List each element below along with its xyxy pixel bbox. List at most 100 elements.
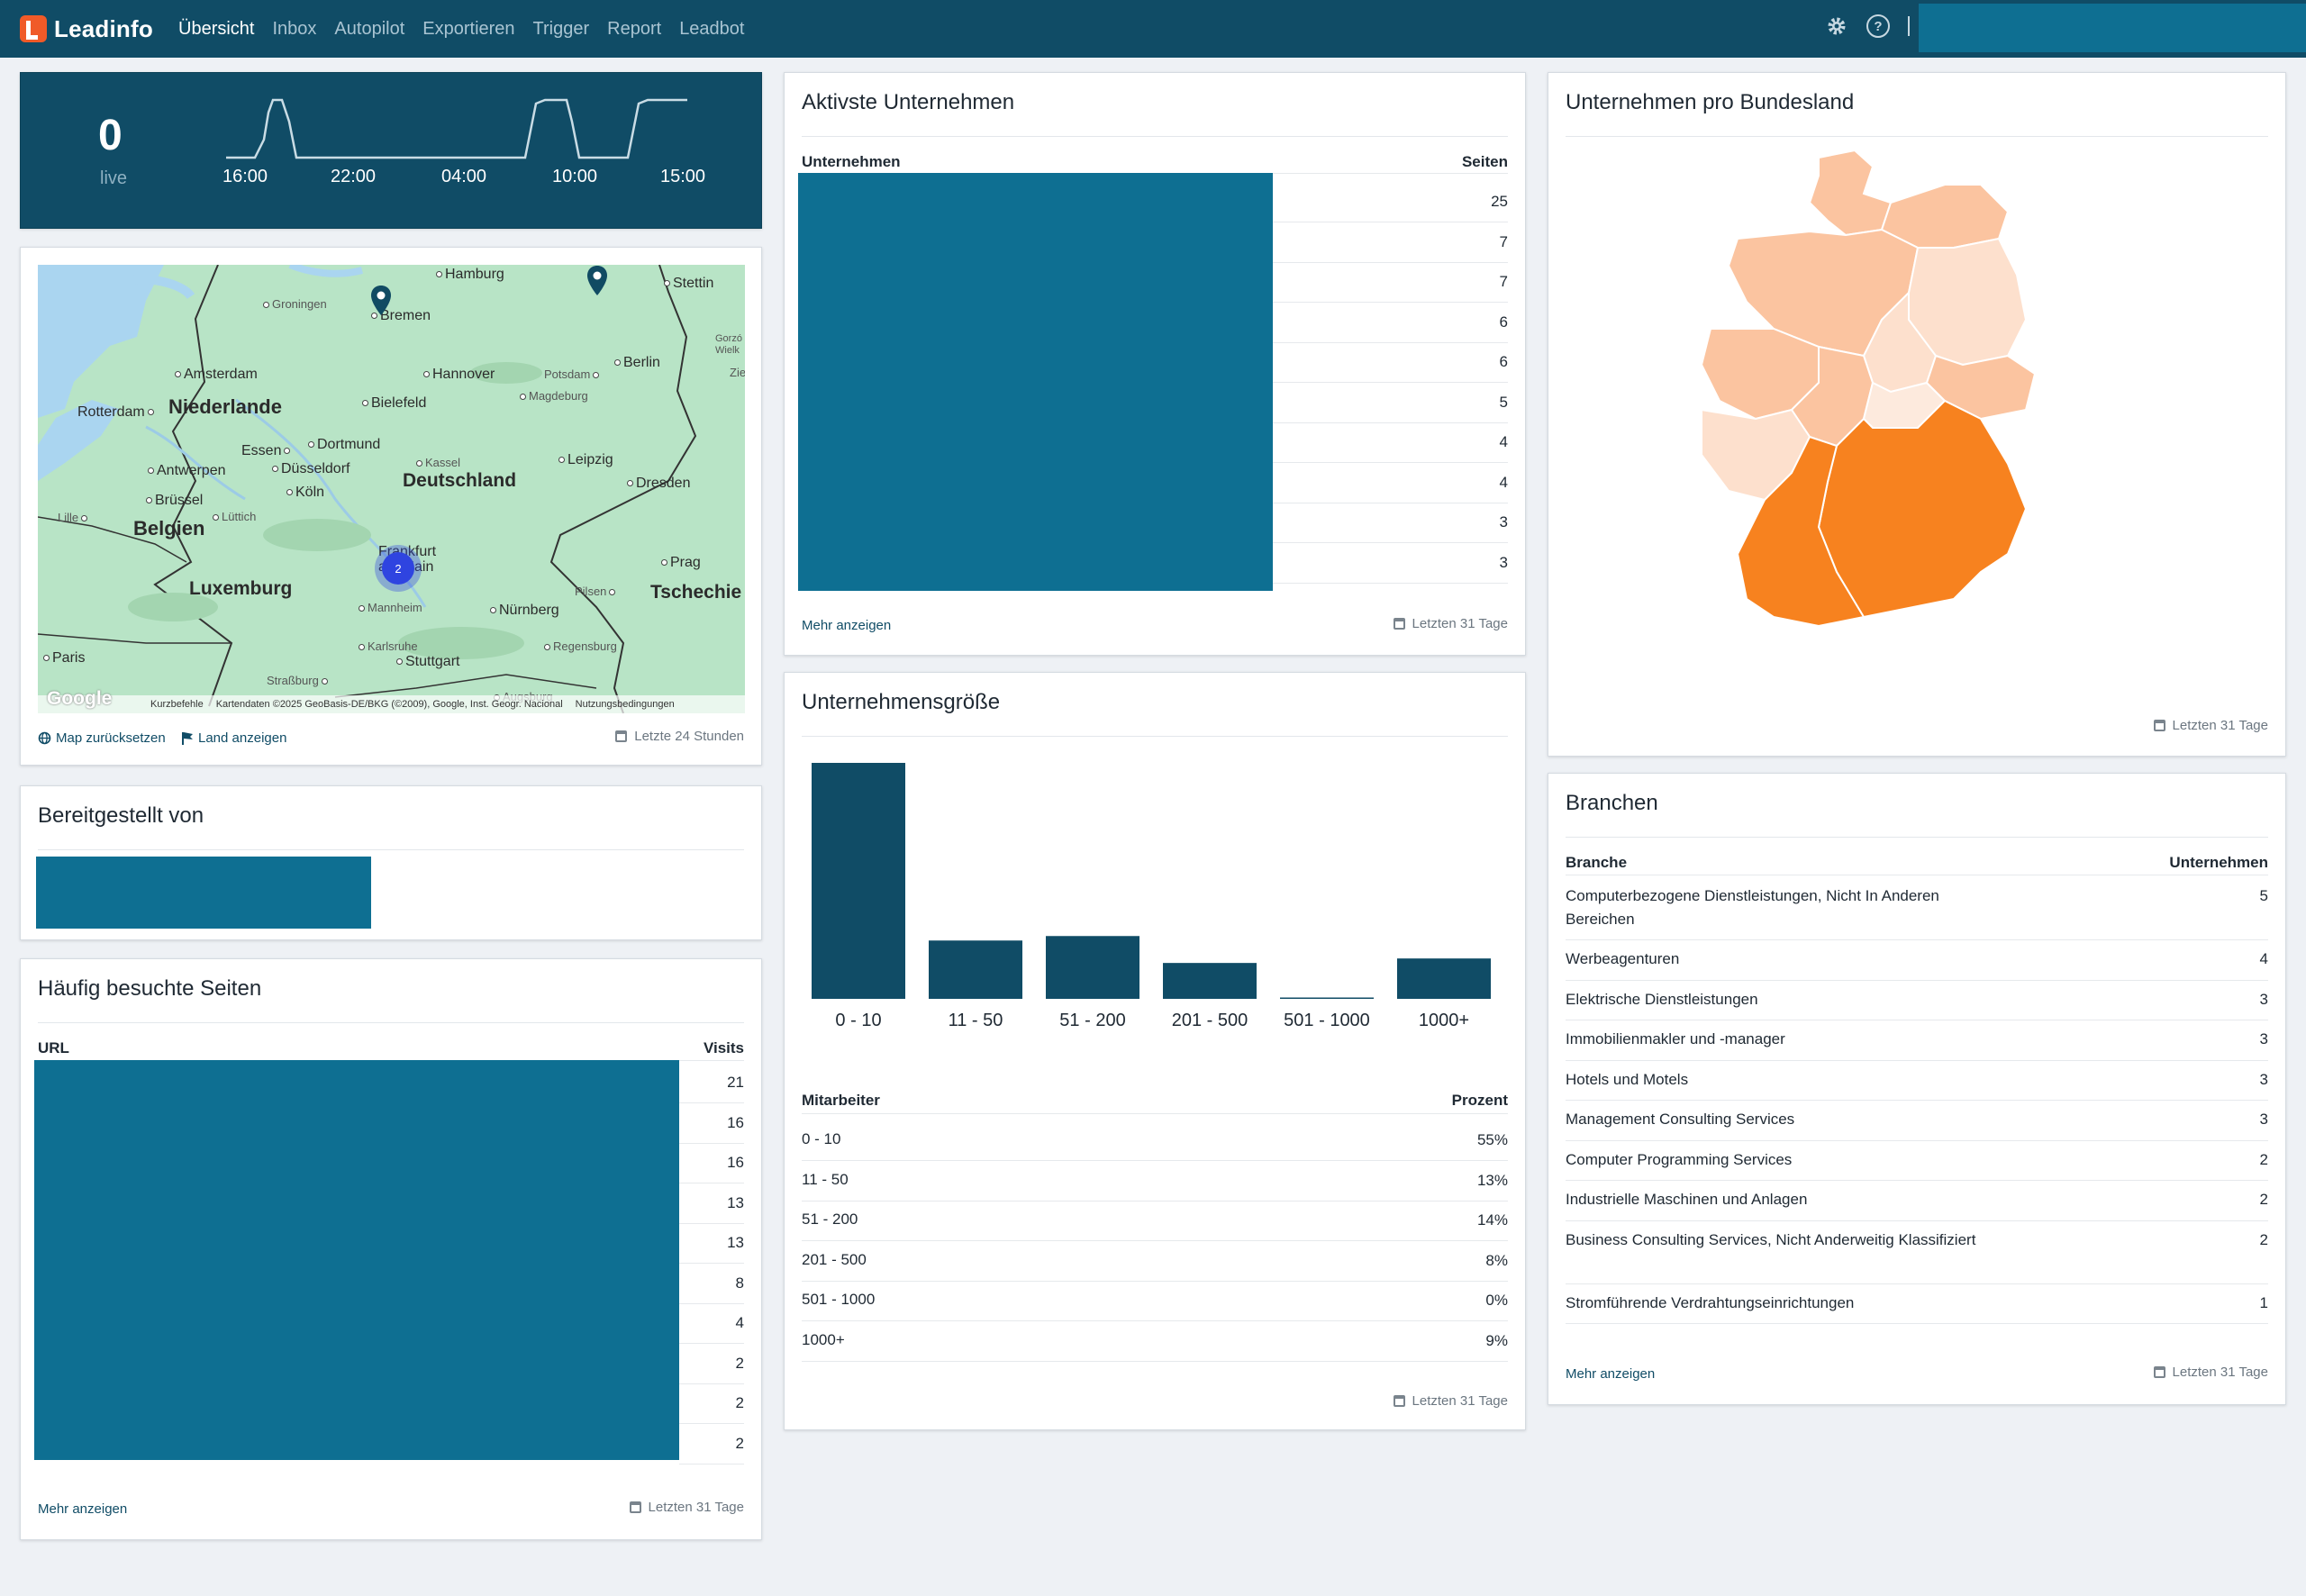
map-reset-button[interactable]: Map zurücksetzen <box>38 730 166 746</box>
location-pin-icon[interactable] <box>369 285 393 317</box>
map-label: Stettin <box>664 276 713 292</box>
pages-title: Häufig besuchte Seiten <box>38 976 262 1001</box>
provider-bar <box>36 857 371 929</box>
account-bar[interactable] <box>1919 4 2306 52</box>
map-data-credit: Kartendaten ©2025 GeoBasis-DE/BKG (©2009… <box>215 699 563 710</box>
size-bar-2[interactable] <box>1046 936 1139 999</box>
map-label: Dresden <box>627 476 690 492</box>
map-label: Groningen <box>263 297 327 311</box>
visited-pages-card: Häufig besuchte Seiten URL Visits 21 16 16… <box>20 958 762 1540</box>
map-label: Amsterdam <box>175 367 258 383</box>
page-visits-value: 16 <box>727 1113 744 1131</box>
live-visitors-card: 0 live 16:00 22:00 04:00 10:00 15:00 <box>20 72 762 229</box>
table-row-divider <box>802 1160 1508 1161</box>
size-col-percent: Prozent <box>1451 1092 1508 1109</box>
calendar-icon <box>629 1501 641 1513</box>
table-row-divider <box>679 1423 744 1424</box>
industry-name: Industrielle Maschinen und Anlagen <box>1566 1191 1808 1208</box>
size-bar-4[interactable] <box>1280 997 1374 1000</box>
companies-more-link[interactable]: Mehr anzeigen <box>802 618 892 633</box>
map-terms-link[interactable]: Nutzungsbedingungen <box>575 699 675 710</box>
table-row-divider <box>679 1222 744 1224</box>
map-label: Magdeburg <box>520 389 588 403</box>
table-row-divider <box>679 1102 744 1103</box>
state-schleswig-holstein <box>1808 149 1893 237</box>
size-bar-5[interactable] <box>1397 958 1491 999</box>
divider <box>1566 136 2268 137</box>
nav-report[interactable]: Report <box>607 18 662 39</box>
size-row-percent: 9% <box>1485 1331 1508 1349</box>
table-row-divider <box>1566 1283 2268 1284</box>
gear-icon[interactable] <box>1825 14 1848 38</box>
visitor-map[interactable]: Hamburg Stettin Groningen Bremen Gorzó W… <box>38 265 745 713</box>
nav-autopilot[interactable]: Autopilot <box>334 18 405 39</box>
size-row-percent: 14% <box>1476 1211 1508 1229</box>
industry-count: 3 <box>2259 990 2268 1008</box>
size-row-percent: 55% <box>1476 1131 1508 1148</box>
page-visits-value: 2 <box>735 1434 744 1452</box>
divider <box>38 1022 744 1023</box>
location-pin-icon[interactable] <box>586 265 609 297</box>
table-row-divider <box>1273 341 1508 343</box>
divider <box>802 136 1508 137</box>
nav-uebersicht[interactable]: Übersicht <box>178 18 255 39</box>
table-row-divider <box>802 1320 1508 1321</box>
table-row-divider <box>679 1343 744 1344</box>
nav-leadbot[interactable]: Leadbot <box>679 18 745 39</box>
size-bar-0[interactable] <box>812 763 905 999</box>
nav-trigger[interactable]: Trigger <box>532 18 590 39</box>
divider <box>1566 837 2268 838</box>
company-pages-value: 5 <box>1499 393 1508 411</box>
size-row-label: 201 - 500 <box>802 1250 867 1268</box>
top-navbar: Leadinfo Übersicht Inbox Autopilot Expor… <box>0 0 2306 58</box>
map-label-country: Deutschland <box>403 470 517 491</box>
leadinfo-logo[interactable]: Leadinfo <box>20 13 153 45</box>
industry-name: Stromführende Verdrahtungseinrichtungen <box>1566 1293 1855 1311</box>
page-visits-value: 2 <box>735 1394 744 1411</box>
map-cluster-marker[interactable]: 2 <box>382 552 414 585</box>
calendar-icon <box>2153 720 2165 731</box>
pages-more-link[interactable]: Mehr anzeigen <box>38 1501 128 1517</box>
map-label: Potsdam <box>544 367 602 381</box>
map-shortcuts-link[interactable]: Kurzbefehle <box>150 699 204 710</box>
help-icon[interactable]: ? <box>1866 14 1890 38</box>
calendar-icon <box>1393 618 1405 630</box>
size-bar-3[interactable] <box>1163 963 1257 999</box>
industries-col-branch: Branche <box>1566 854 1628 871</box>
map-attribution: Kurzbefehle Kartendaten ©2025 GeoBasis-D… <box>38 695 745 713</box>
map-label: Gorzó Wielk <box>715 333 742 356</box>
top-icons: ? <box>1825 14 1920 38</box>
size-row-label: 0 - 10 <box>802 1130 841 1147</box>
show-country-button[interactable]: Land anzeigen <box>181 730 286 746</box>
size-tick-label: 11 - 50 <box>949 1011 1003 1030</box>
size-tick-label: 1000+ <box>1419 1011 1469 1030</box>
map-label: Düsseldorf <box>272 461 350 477</box>
map-label: Regensburg <box>544 639 617 653</box>
germany-state-map[interactable] <box>1684 149 2134 707</box>
google-logo: Google <box>47 688 113 709</box>
nav-inbox[interactable]: Inbox <box>272 18 317 39</box>
calendar-icon <box>1393 1395 1405 1407</box>
industry-count: 2 <box>2259 1230 2268 1248</box>
companies-period: Letzten 31 Tage <box>1393 616 1508 631</box>
table-row-divider <box>1273 582 1508 584</box>
nav-exportieren[interactable]: Exportieren <box>422 18 515 39</box>
map-label: Leipzig <box>558 452 613 468</box>
state-baden-wuerttemberg <box>1736 435 1866 628</box>
live-tick: 16:00 <box>222 167 268 186</box>
bundesland-period: Letzten 31 Tage <box>2153 718 2268 733</box>
map-label: Prag <box>661 555 701 571</box>
company-pages-value: 6 <box>1499 353 1508 370</box>
company-size-chart: 0 - 10 11 - 50 51 - 200 201 - 500 501 - 1000… <box>812 763 1491 1030</box>
map-label: Kassel <box>416 456 460 469</box>
map-label: Karlsruhe <box>359 639 418 653</box>
industries-more-link[interactable]: Mehr anzeigen <box>1566 1366 1656 1382</box>
industry-name: Immobilienmakler und -manager <box>1566 1030 1785 1047</box>
live-tick: 04:00 <box>441 167 487 186</box>
companies-name-block <box>798 173 1273 591</box>
size-bar-1[interactable] <box>929 940 1022 999</box>
map-label: Zielo <box>730 366 745 379</box>
bundesland-title: Unternehmen pro Bundesland <box>1566 90 1855 114</box>
industry-count: 1 <box>2259 1293 2268 1311</box>
live-tick: 22:00 <box>331 167 377 186</box>
